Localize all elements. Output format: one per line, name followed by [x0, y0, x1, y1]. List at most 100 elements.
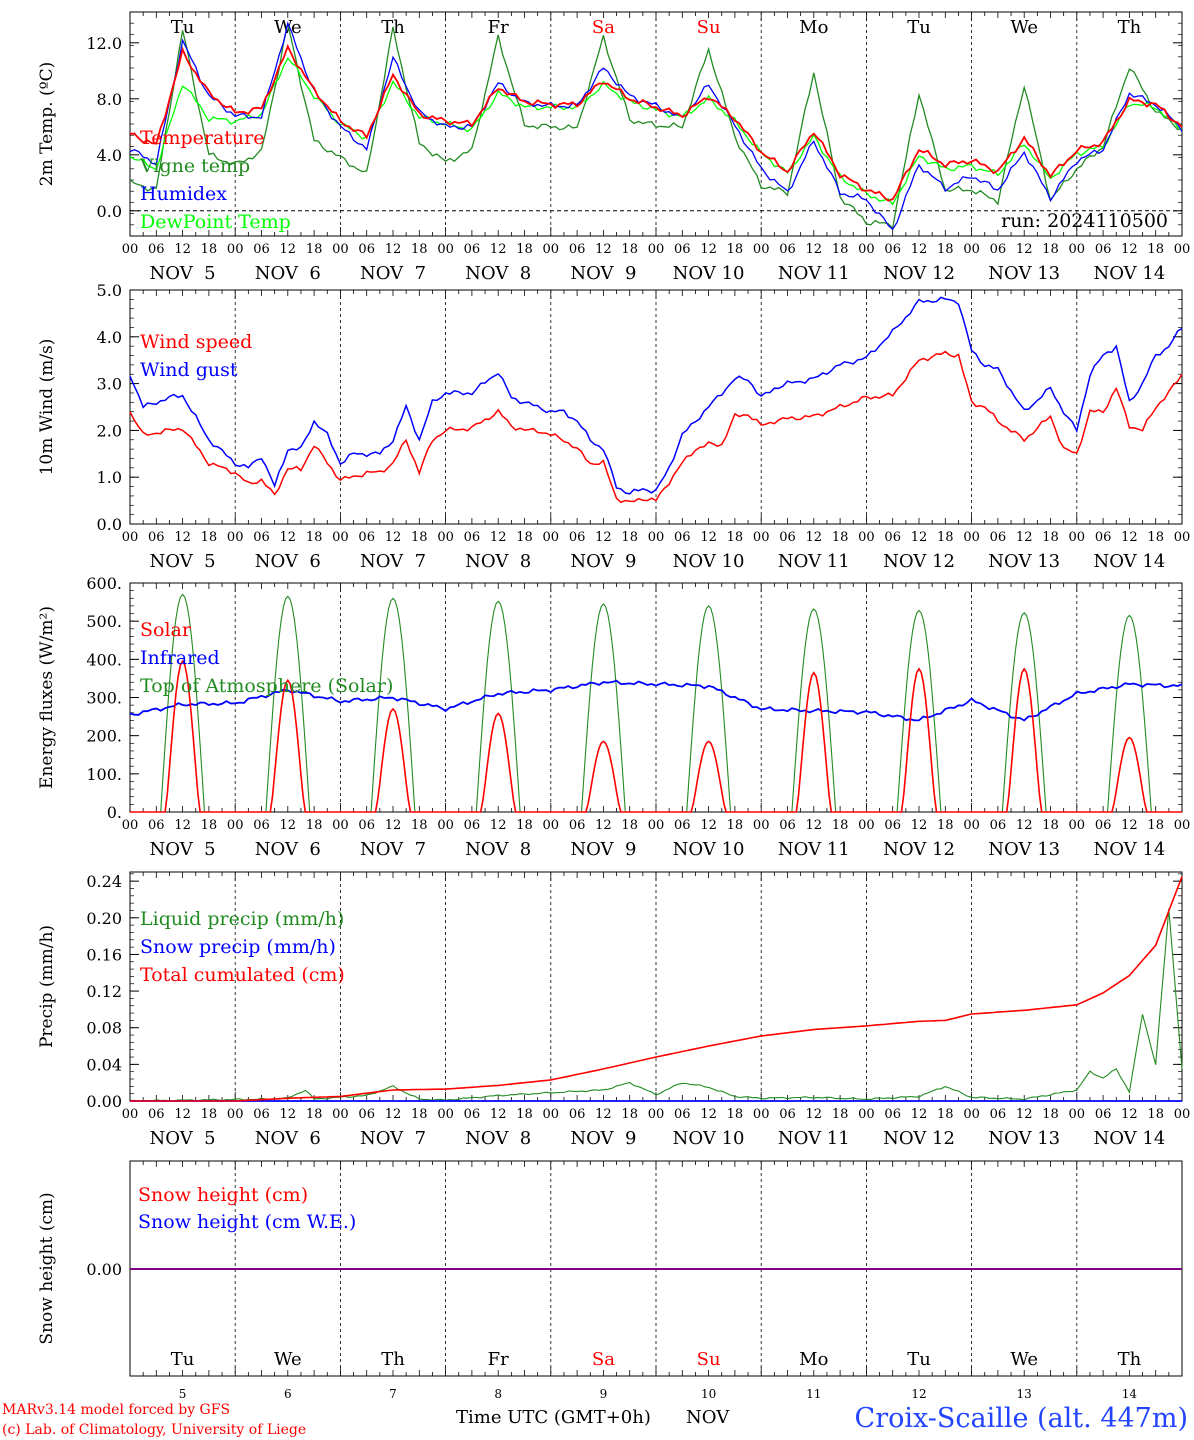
date-label: NOV 11: [778, 551, 850, 572]
hour-label: 06: [674, 1107, 691, 1122]
hour-label: 06: [569, 242, 586, 257]
legend-entry: Solar: [140, 619, 192, 641]
hour-label: 18: [832, 818, 849, 833]
hour-label: 06: [990, 818, 1007, 833]
hour-label: 00: [858, 242, 875, 257]
day-label: Tu: [907, 1349, 931, 1370]
date-label: NOV 8: [465, 551, 531, 572]
hour-label: 18: [621, 242, 638, 257]
hour-label: 12: [490, 818, 507, 833]
date-label: NOV 7: [360, 1128, 426, 1149]
day-label: Th: [1118, 17, 1142, 38]
hour-label: 12: [911, 818, 928, 833]
hour-label: 12: [1016, 530, 1033, 545]
legend-entry: Snow height (cm W.E.): [138, 1211, 356, 1233]
date-label: NOV 10: [673, 551, 745, 572]
hour-label: 06: [884, 242, 901, 257]
date-label: NOV 14: [1093, 839, 1165, 860]
hour-label: 18: [937, 818, 954, 833]
y-tick-label: 200.: [86, 727, 122, 746]
hour-label: 00: [753, 1107, 770, 1122]
series-line-red: [129, 350, 1183, 504]
hour-label: 00: [963, 242, 980, 257]
legend-entry: Wind gust: [140, 359, 238, 381]
hour-label: 06: [990, 1107, 1007, 1122]
series-line-infrared: [129, 679, 1183, 722]
hour-label: 12: [595, 818, 612, 833]
day-label: Su: [697, 1349, 721, 1370]
hour-label: 06: [569, 530, 586, 545]
station-title: Croix-Scaille (alt. 447m): [855, 1403, 1188, 1434]
y-tick-label: 4.0: [97, 146, 122, 165]
date-label: NOV 7: [360, 263, 426, 284]
date-label: NOV 12: [883, 1128, 955, 1149]
hour-label: 00: [1069, 530, 1086, 545]
hour-label: 00: [753, 818, 770, 833]
hour-label: 18: [411, 1107, 428, 1122]
hour-label: 00: [437, 242, 454, 257]
hour-label: 18: [306, 818, 323, 833]
hour-label: 18: [411, 818, 428, 833]
hour-label: 06: [148, 242, 165, 257]
day-number-label: 10: [701, 1387, 716, 1401]
hour-label: 06: [464, 1107, 481, 1122]
hour-label: 00: [332, 242, 349, 257]
hour-label: 00: [1069, 1107, 1086, 1122]
date-label: NOV 6: [255, 551, 321, 572]
hour-label: 12: [490, 1107, 507, 1122]
date-label: NOV 10: [673, 1128, 745, 1149]
day-label: Th: [1118, 1349, 1142, 1370]
run-label: run: 2024110500: [1001, 210, 1168, 232]
y-tick-label: 0.0: [97, 202, 122, 221]
hour-label: 00: [543, 530, 560, 545]
hour-label: 18: [201, 1107, 218, 1122]
hour-label: 18: [1147, 818, 1164, 833]
date-label: NOV 9: [570, 1128, 636, 1149]
hour-label: 12: [174, 242, 191, 257]
hour-label: 18: [832, 1107, 849, 1122]
legend-entry: Wind speed: [140, 331, 252, 353]
day-number-label: 5: [179, 1387, 187, 1401]
hour-label: 18: [621, 530, 638, 545]
hour-label: 00: [1174, 530, 1191, 545]
hour-label: 18: [937, 530, 954, 545]
date-label: NOV 5: [150, 839, 216, 860]
y-tick-label: 0.00: [86, 1260, 122, 1279]
date-label: NOV 9: [570, 263, 636, 284]
legend-entry: Snow height (cm): [138, 1184, 308, 1206]
hour-label: 00: [227, 530, 244, 545]
hour-label: 18: [1147, 1107, 1164, 1122]
date-label: NOV 13: [988, 263, 1060, 284]
hour-label: 18: [727, 1107, 744, 1122]
date-label: NOV 13: [988, 1128, 1060, 1149]
hour-label: 00: [858, 1107, 875, 1122]
legend-entry: DewPoint Temp: [140, 211, 291, 233]
hour-label: 18: [411, 242, 428, 257]
hour-label: 18: [1042, 1107, 1059, 1122]
hour-label: 06: [253, 1107, 270, 1122]
hour-label: 00: [543, 242, 560, 257]
y-axis-title: Snow height (cm): [37, 1192, 57, 1344]
y-tick-label: 0.20: [86, 909, 122, 928]
chart-panel-4: 0.00 0.04 0.08 0.12 0.16 0.20 0.24 Precip (mm/h…: [37, 871, 1190, 1149]
date-label: NOV 11: [778, 839, 850, 860]
hour-label: 18: [1147, 530, 1164, 545]
footer-model-label: MARv3.14 model forced by GFS: [2, 1402, 230, 1418]
hour-label: 18: [516, 530, 533, 545]
hour-label: 18: [411, 530, 428, 545]
hour-label: 06: [569, 1107, 586, 1122]
hour-label: 18: [1042, 530, 1059, 545]
hour-label: 06: [779, 1107, 796, 1122]
hour-label: 00: [437, 530, 454, 545]
series-line-lightgreen: [130, 57, 1182, 206]
day-number-label: 12: [911, 1387, 926, 1401]
date-label: NOV 14: [1093, 551, 1165, 572]
y-tick-label: 12.0: [86, 34, 122, 53]
y-tick-label: 300.: [86, 689, 122, 708]
date-label: NOV 8: [465, 839, 531, 860]
day-label: We: [274, 17, 302, 38]
hour-label: 12: [1016, 242, 1033, 257]
hour-label: 00: [122, 1107, 139, 1122]
date-label: NOV 8: [465, 263, 531, 284]
